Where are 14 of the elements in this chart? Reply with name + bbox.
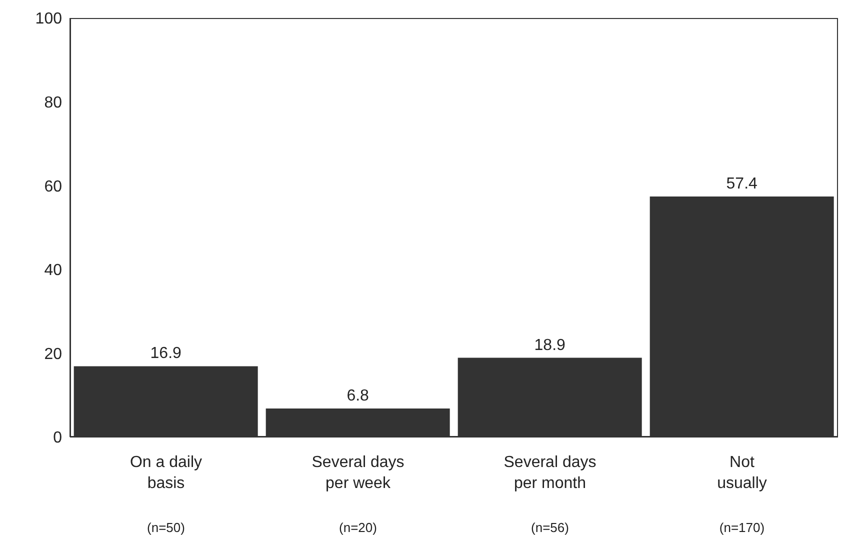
y-tick-label: 0 [53,430,62,447]
data-label: 6.8 [346,388,370,405]
y-tick-label: 60 [44,178,62,196]
category-label: On a daily basis (n=50) [130,454,202,535]
category-label: Not usually (n=170) [717,454,767,535]
data-label: 57.4 [726,175,758,192]
y-tick-label: 80 [44,94,62,112]
y-tick-label: 40 [44,262,62,280]
y-tick-label: 100 [35,10,62,28]
data-label: 16.9 [150,345,182,362]
category-label: Several days per week (n=20) [312,454,404,535]
y-tick-label: 20 [44,346,62,363]
data-label: 18.9 [534,336,566,354]
category-label: Several days per month (n=56) [504,454,596,535]
